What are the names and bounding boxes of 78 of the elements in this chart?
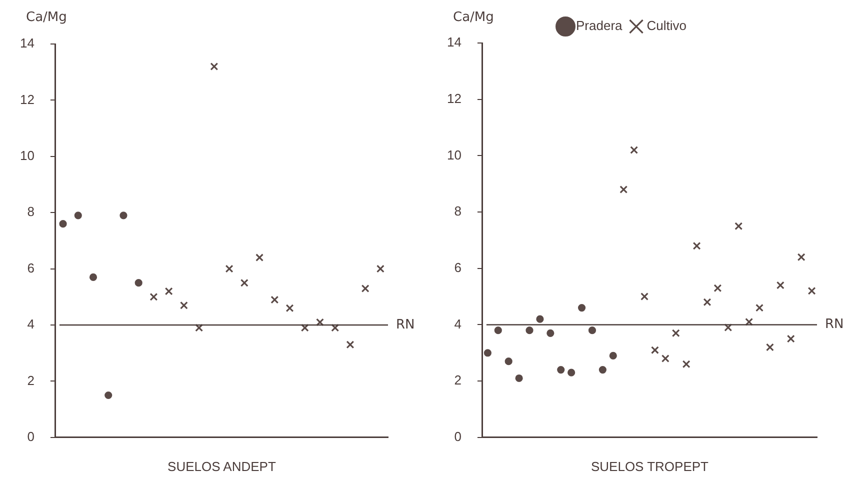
x-axis-title: SUELOS TROPEPT [590, 458, 709, 474]
point [300, 324, 309, 332]
point [568, 368, 576, 376]
point [210, 62, 218, 70]
point [692, 242, 701, 250]
point [756, 304, 764, 312]
point [526, 326, 534, 334]
y-tick-label: 2 [454, 372, 462, 388]
point [714, 284, 722, 292]
point [256, 254, 264, 262]
point [120, 212, 128, 220]
y-tick-label: 8 [454, 204, 462, 219]
point [150, 292, 158, 301]
point [609, 352, 617, 360]
y-tick-label: 6 [454, 260, 462, 275]
point [331, 324, 340, 332]
point [786, 334, 795, 343]
point [598, 366, 606, 374]
point [745, 318, 754, 326]
point [588, 326, 596, 334]
point [578, 304, 586, 312]
point [536, 315, 544, 323]
ref-line-label: RN [825, 317, 844, 332]
point [316, 318, 324, 326]
y-tick-label: 12 [446, 90, 462, 106]
point [484, 349, 492, 357]
ref-line-label: RN [396, 317, 415, 332]
point [134, 279, 142, 287]
point [808, 286, 816, 295]
y-tick-label: 0 [454, 428, 462, 444]
point [672, 329, 680, 338]
y-tick-label: 8 [27, 204, 34, 220]
point [797, 253, 806, 262]
point [620, 186, 628, 194]
point [74, 212, 82, 220]
legend-label: Pradera [576, 18, 624, 34]
point [240, 278, 248, 287]
point [104, 391, 112, 400]
point [286, 304, 294, 312]
y-tick-label: 4 [27, 316, 34, 332]
point [557, 366, 565, 374]
point [164, 287, 173, 296]
point [630, 146, 638, 154]
y-tick-label: 6 [27, 260, 34, 276]
point [89, 273, 98, 282]
point [650, 346, 659, 354]
point [346, 340, 354, 349]
y-axis-title: Ca/Mg [26, 10, 67, 25]
point [180, 301, 188, 310]
point [776, 281, 784, 290]
point [661, 354, 670, 362]
point [724, 324, 732, 332]
point [504, 358, 512, 366]
point [361, 284, 370, 292]
point [682, 360, 690, 368]
y-tick-label: 14 [20, 36, 34, 51]
point [515, 374, 523, 382]
y-tick-label: 10 [446, 147, 462, 162]
point [703, 298, 712, 306]
point [270, 296, 279, 304]
point [734, 222, 743, 230]
point [640, 292, 648, 301]
point [225, 264, 234, 273]
point [195, 324, 204, 332]
x-axis-title: SUELOS ANDEPT [168, 458, 276, 474]
y-tick-label: 0 [27, 428, 34, 444]
legend-label: Cultivo [646, 18, 687, 34]
point [494, 326, 502, 334]
point [766, 343, 774, 352]
y-tick-label: 2 [27, 372, 34, 388]
y-tick-label: 10 [20, 148, 34, 163]
y-axis-title: Ca/Mg [453, 10, 494, 25]
point [59, 220, 67, 228]
y-tick-label: 12 [20, 92, 34, 107]
y-tick-label: 4 [454, 316, 462, 332]
y-tick-label: 14 [446, 34, 462, 50]
point [376, 264, 384, 273]
point [546, 329, 554, 337]
